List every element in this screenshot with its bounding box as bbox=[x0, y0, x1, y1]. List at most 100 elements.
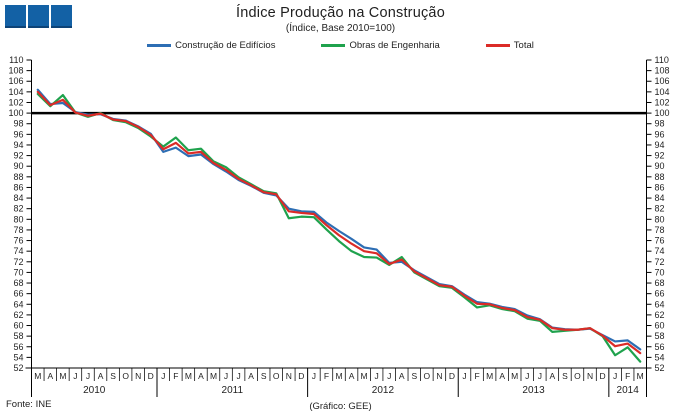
y-tick-label-right: 66 bbox=[655, 289, 665, 299]
month-label: N bbox=[286, 371, 292, 381]
y-tick-label-right: 60 bbox=[655, 321, 665, 331]
year-label: 2014 bbox=[617, 385, 640, 396]
month-label: M bbox=[486, 371, 493, 381]
chart-title: Índice Produção na Construção bbox=[236, 5, 445, 21]
y-tick-label-right: 70 bbox=[655, 267, 665, 277]
year-label: 2011 bbox=[222, 385, 244, 396]
month-label: D bbox=[449, 371, 455, 381]
y-tick-label-left: 66 bbox=[13, 289, 23, 299]
y-tick-label-right: 54 bbox=[655, 352, 665, 362]
y-tick-label-left: 84 bbox=[13, 193, 23, 203]
y-tick-label-left: 94 bbox=[13, 140, 23, 150]
month-label: O bbox=[424, 371, 431, 381]
y-tick-label-left: 70 bbox=[13, 267, 23, 277]
month-label: A bbox=[198, 371, 204, 381]
month-label: A bbox=[47, 371, 53, 381]
month-label: J bbox=[161, 371, 165, 381]
y-tick-label-right: 104 bbox=[655, 87, 670, 97]
month-label: A bbox=[349, 371, 355, 381]
legend-label: Obras de Engenharia bbox=[349, 40, 440, 51]
y-tick-label-right: 100 bbox=[655, 108, 670, 118]
month-label: J bbox=[375, 371, 379, 381]
credit-note: (Gráfico: GEE) bbox=[309, 401, 372, 412]
y-tick-label-right: 108 bbox=[655, 66, 670, 76]
logo-square-icon bbox=[51, 5, 72, 28]
y-tick-label-right: 88 bbox=[655, 172, 665, 182]
y-tick-label-right: 98 bbox=[655, 119, 665, 129]
y-tick-label-left: 86 bbox=[13, 182, 23, 192]
y-tick-label-left: 74 bbox=[13, 246, 23, 256]
month-label: O bbox=[273, 371, 280, 381]
legend-item-total: Total bbox=[485, 40, 534, 51]
y-tick-label-left: 60 bbox=[13, 321, 23, 331]
chart-legend: Construção de Edifícios Obras de Engenha… bbox=[0, 40, 681, 51]
month-label: J bbox=[462, 371, 466, 381]
y-tick-label-left: 98 bbox=[13, 119, 23, 129]
month-label: J bbox=[236, 371, 240, 381]
month-label: M bbox=[511, 371, 518, 381]
legend-label: Total bbox=[513, 40, 534, 51]
month-label: J bbox=[613, 371, 617, 381]
y-tick-label-left: 76 bbox=[13, 236, 23, 246]
y-tick-label-left: 104 bbox=[8, 87, 23, 97]
month-label: J bbox=[538, 371, 542, 381]
y-tick-label-left: 92 bbox=[13, 151, 23, 161]
month-label: M bbox=[335, 371, 342, 381]
month-label: M bbox=[361, 371, 368, 381]
y-tick-label-right: 68 bbox=[655, 278, 665, 288]
month-label: O bbox=[574, 371, 581, 381]
logo-square-icon bbox=[5, 5, 26, 28]
y-tick-label-right: 90 bbox=[655, 161, 665, 171]
year-label: 2013 bbox=[522, 385, 545, 396]
y-tick-label-left: 96 bbox=[13, 129, 23, 139]
y-tick-label-left: 62 bbox=[13, 310, 23, 320]
y-tick-label-right: 110 bbox=[655, 55, 669, 65]
y-tick-label-left: 80 bbox=[13, 214, 23, 224]
y-tick-label-left: 56 bbox=[13, 342, 23, 352]
y-tick-label-right: 106 bbox=[655, 76, 670, 86]
y-tick-label-left: 78 bbox=[13, 225, 23, 235]
month-label: M bbox=[34, 371, 41, 381]
month-label: S bbox=[562, 371, 568, 381]
month-label: D bbox=[600, 371, 606, 381]
y-tick-label-left: 72 bbox=[13, 257, 23, 267]
month-label: A bbox=[248, 371, 254, 381]
y-tick-label-left: 90 bbox=[13, 161, 23, 171]
series-line-obras-de-engenharia bbox=[36, 92, 642, 363]
y-tick-label-right: 72 bbox=[655, 257, 665, 267]
y-tick-label-right: 58 bbox=[655, 331, 665, 341]
y-tick-label-right: 74 bbox=[655, 246, 665, 256]
y-tick-label-right: 94 bbox=[655, 140, 665, 150]
month-label: D bbox=[148, 371, 154, 381]
month-label: F bbox=[324, 371, 329, 381]
y-tick-label-left: 102 bbox=[8, 97, 23, 107]
month-label: A bbox=[499, 371, 505, 381]
month-label: S bbox=[261, 371, 267, 381]
y-tick-label-right: 86 bbox=[655, 182, 665, 192]
y-tick-label-left: 58 bbox=[13, 331, 23, 341]
month-label: N bbox=[135, 371, 141, 381]
month-label: O bbox=[122, 371, 129, 381]
y-tick-label-left: 88 bbox=[13, 172, 23, 182]
line-swatch-icon bbox=[147, 44, 172, 47]
month-label: S bbox=[110, 371, 116, 381]
source-note: Fonte: INE bbox=[6, 399, 52, 410]
chart-subtitle: (Índice, Base 2010=100) bbox=[285, 23, 396, 34]
y-tick-label-right: 84 bbox=[655, 193, 665, 203]
y-tick-label-left: 110 bbox=[9, 55, 23, 65]
month-label: J bbox=[312, 371, 316, 381]
y-tick-label-right: 78 bbox=[655, 225, 665, 235]
month-label: M bbox=[637, 371, 644, 381]
legend-label: Construção de Edifícios bbox=[175, 40, 276, 51]
month-label: A bbox=[98, 371, 104, 381]
y-tick-label-left: 52 bbox=[13, 363, 23, 373]
month-label: J bbox=[525, 371, 529, 381]
month-label: F bbox=[625, 371, 630, 381]
month-label: J bbox=[73, 371, 77, 381]
month-label: N bbox=[436, 371, 442, 381]
y-tick-label-right: 92 bbox=[655, 151, 665, 161]
month-label: A bbox=[399, 371, 405, 381]
legend-item-engenharia: Obras de Engenharia bbox=[321, 40, 440, 51]
y-tick-label-right: 62 bbox=[655, 310, 665, 320]
y-tick-label-left: 100 bbox=[8, 108, 23, 118]
